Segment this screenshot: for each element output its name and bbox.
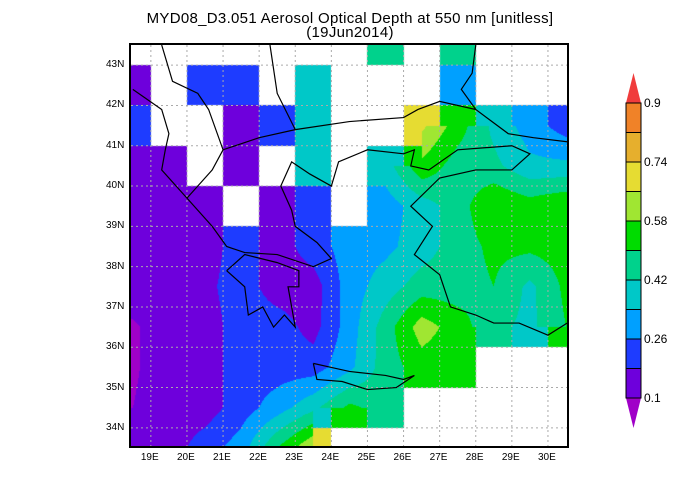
lat-tick-label: 40N — [106, 180, 125, 192]
lon-tick-label: 21E — [213, 452, 231, 463]
map-plot-area — [131, 45, 567, 446]
lon-tick-label: 24E — [321, 452, 340, 463]
lon-tick-label: 30E — [537, 452, 556, 463]
lon-tick-label: 26E — [393, 452, 412, 463]
lat-tick-label: 39N — [106, 220, 125, 232]
colorbar: 0.9 0.74 0.58 0.42 0.26 0.1 — [625, 73, 668, 428]
colorbar-label: 0.26 — [644, 332, 668, 346]
colorbar-segment — [625, 250, 642, 281]
colorbar-segment — [625, 220, 642, 251]
colorbar-segment — [625, 368, 642, 399]
lon-tick-label: 22E — [249, 452, 267, 463]
map-overlay — [131, 45, 567, 446]
lat-tick-label: 35N — [106, 381, 125, 393]
plot-title: MYD08_D3.051 Aerosol Optical Depth at 55… — [146, 10, 554, 27]
colorbar-segment — [625, 338, 642, 369]
colorbar-label: 0.9 — [644, 96, 661, 110]
country-border — [186, 149, 224, 199]
plot-frame — [129, 43, 569, 448]
lon-tick-label: 20E — [176, 452, 195, 463]
coastline-crete — [312, 362, 415, 391]
coastline-peloponnese — [226, 253, 300, 330]
coastline-black-sea — [460, 45, 567, 143]
lon-tick-label: 19E — [140, 452, 159, 463]
colorbar-min-triangle — [626, 398, 641, 428]
colorbar-label: 0.42 — [644, 273, 668, 287]
colorbar-label: 0.74 — [644, 155, 668, 169]
lat-tick-label: 34N — [106, 421, 125, 433]
lon-tick-label: 28E — [465, 452, 484, 463]
colorbar-segment — [625, 279, 642, 310]
colorbar-segment — [625, 132, 642, 163]
lat-tick-label: 42N — [106, 99, 125, 111]
colorbar-segment — [625, 309, 642, 340]
lon-tick-label: 25E — [357, 452, 376, 463]
colorbar-label: 0.1 — [644, 391, 661, 405]
coastline-greece — [132, 88, 567, 336]
lat-tick-label: 37N — [106, 300, 125, 312]
lat-tick-label: 41N — [106, 139, 125, 151]
lon-tick-label: 23E — [285, 452, 304, 463]
colorbar-label: 0.58 — [644, 214, 668, 228]
aod-field — [131, 45, 567, 446]
colorbar-segment — [625, 102, 642, 133]
lat-tick-label: 43N — [106, 59, 125, 71]
country-border — [269, 45, 296, 130]
plot-date: (19Jun2014) — [306, 24, 394, 41]
lat-tick-label: 38N — [106, 260, 125, 272]
colorbar-segment — [625, 161, 642, 192]
lon-tick-label: 27E — [429, 452, 448, 463]
lon-tick-label: 29E — [501, 452, 520, 463]
country-border — [161, 45, 476, 151]
colorbar-segment — [625, 191, 642, 222]
lat-tick-label: 36N — [106, 341, 125, 353]
colorbar-max-triangle — [626, 73, 641, 103]
